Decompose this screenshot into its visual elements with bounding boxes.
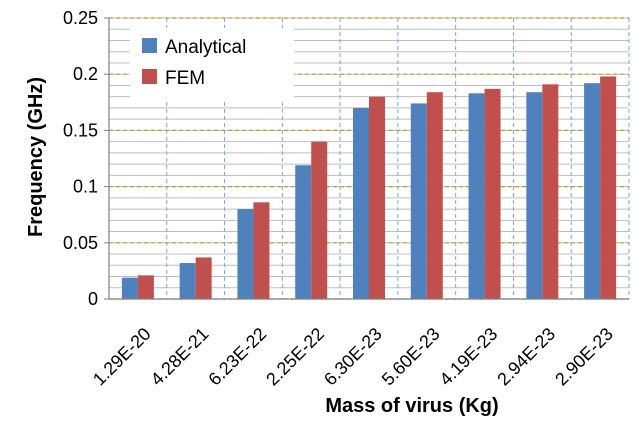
bar-fem-3 bbox=[311, 141, 328, 299]
bar-analytical-6 bbox=[468, 93, 485, 299]
x-tick-labels: 1.29E-204.28E-216.23E-222.25E-226.30E-23… bbox=[89, 324, 617, 390]
y-tick-label: 0.2 bbox=[73, 64, 98, 84]
y-tick-label: 0.25 bbox=[63, 8, 98, 28]
x-tick-label: 4.19E-23 bbox=[436, 324, 502, 390]
legend: Analytical FEM bbox=[130, 28, 294, 100]
x-tick-label: 1.29E-20 bbox=[89, 324, 155, 390]
axes bbox=[108, 18, 629, 300]
x-tick-label: 2.25E-22 bbox=[262, 324, 328, 390]
y-tick-label: 0.1 bbox=[73, 177, 98, 197]
bars bbox=[121, 76, 617, 300]
bar-analytical-4 bbox=[353, 107, 369, 299]
legend-box bbox=[130, 28, 294, 100]
bar-fem-8 bbox=[600, 76, 617, 299]
x-tick-label: 5.60E-23 bbox=[378, 324, 444, 390]
y-axis-title: Frequency (GHz) bbox=[25, 77, 47, 237]
legend-label-analytical: Analytical bbox=[165, 37, 246, 58]
bar-analytical-8 bbox=[584, 83, 601, 299]
legend-swatch-fem bbox=[142, 69, 157, 84]
bar-fem-0 bbox=[137, 275, 154, 299]
bar-fem-2 bbox=[253, 202, 270, 299]
bar-fem-1 bbox=[195, 257, 212, 299]
x-tick-label: 2.90E-23 bbox=[551, 324, 617, 390]
x-axis-title: Mass of virus (Kg) bbox=[325, 395, 498, 417]
y-tick-label: 0.15 bbox=[63, 120, 98, 140]
bar-fem-7 bbox=[542, 84, 559, 299]
x-tick-label: 2.94E-23 bbox=[493, 324, 559, 390]
legend-label-fem: FEM bbox=[165, 68, 205, 89]
y-tick-label: 0 bbox=[88, 289, 98, 309]
bar-analytical-7 bbox=[526, 92, 543, 300]
bar-fem-5 bbox=[426, 92, 443, 300]
bar-analytical-0 bbox=[121, 277, 138, 299]
x-tick-label: 6.23E-22 bbox=[204, 324, 270, 390]
bar-fem-4 bbox=[369, 96, 385, 300]
bar-analytical-1 bbox=[179, 263, 196, 299]
bar-fem-6 bbox=[484, 88, 501, 299]
x-tick-label: 6.30E-23 bbox=[320, 324, 386, 390]
y-tick-labels: 0 0.05 0.1 0.15 0.2 0.25 bbox=[63, 8, 109, 309]
bar-analytical-3 bbox=[295, 165, 312, 299]
y-tick-label: 0.05 bbox=[63, 233, 98, 253]
bar-analytical-5 bbox=[410, 103, 427, 299]
legend-swatch-analytical bbox=[142, 38, 157, 53]
x-tick-label: 4.28E-21 bbox=[147, 324, 213, 390]
bar-analytical-2 bbox=[237, 209, 254, 299]
